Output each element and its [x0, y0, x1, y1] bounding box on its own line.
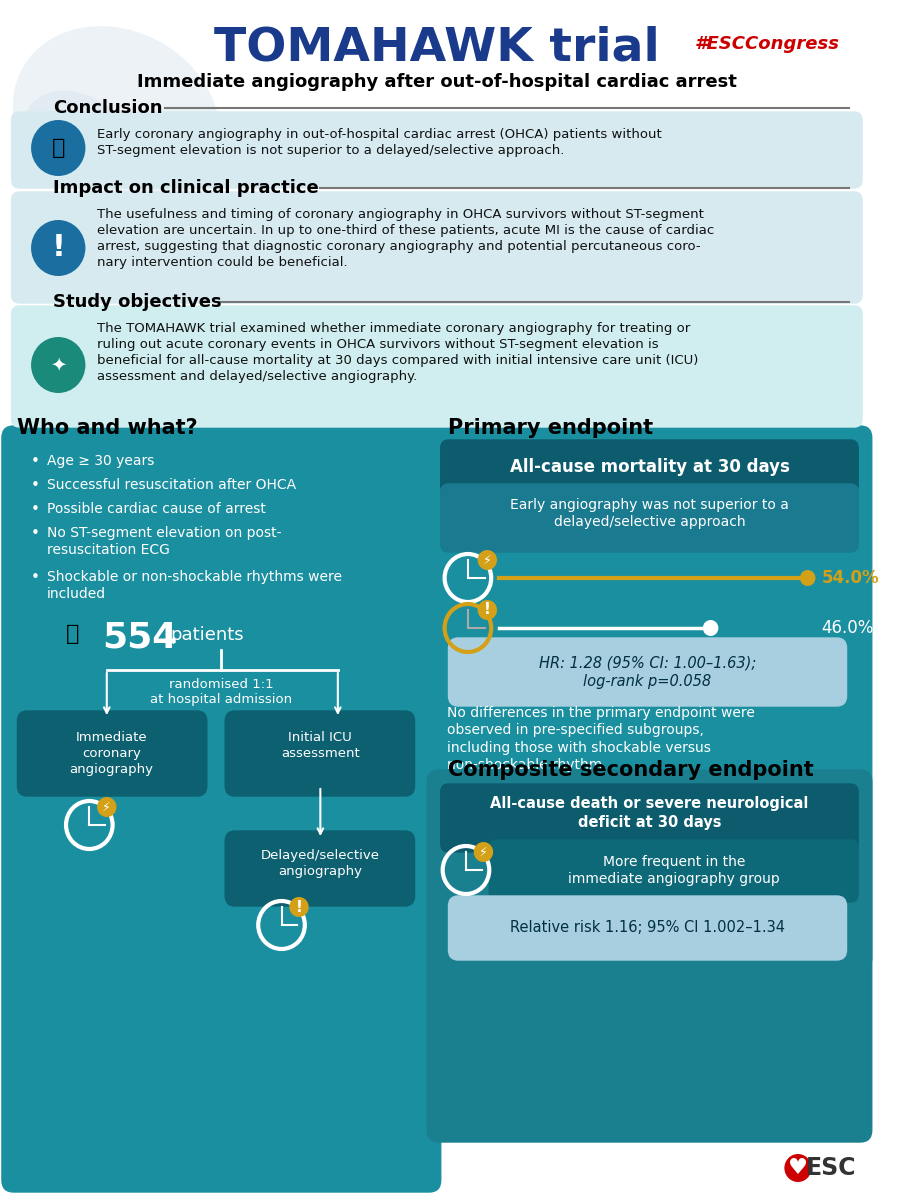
FancyBboxPatch shape [12, 112, 862, 188]
FancyBboxPatch shape [441, 440, 859, 494]
Text: TOMAHAWK trial: TOMAHAWK trial [214, 25, 660, 71]
Text: Impact on clinical practice: Impact on clinical practice [53, 179, 320, 197]
Text: ✦: ✦ [50, 355, 67, 374]
Circle shape [703, 620, 718, 636]
Text: 554: 554 [102, 620, 177, 654]
Text: ⚡: ⚡ [483, 553, 491, 566]
FancyBboxPatch shape [448, 896, 847, 960]
Circle shape [32, 220, 86, 276]
Text: •: • [32, 570, 40, 584]
FancyBboxPatch shape [17, 710, 207, 796]
Text: 👍: 👍 [51, 138, 65, 158]
Circle shape [478, 550, 497, 570]
Text: More frequent in the
immediate angiography group: More frequent in the immediate angiograp… [568, 854, 779, 887]
Circle shape [478, 600, 497, 620]
Text: Initial ICU
assessment: Initial ICU assessment [281, 731, 360, 760]
Text: No ST-segment elevation on post-
resuscitation ECG: No ST-segment elevation on post- resusci… [47, 526, 281, 557]
Text: The TOMAHAWK trial examined whether immediate coronary angiography for treating : The TOMAHAWK trial examined whether imme… [97, 322, 698, 383]
Text: Relative risk 1.16; 95% CI 1.002–1.34: Relative risk 1.16; 95% CI 1.002–1.34 [510, 920, 785, 936]
FancyBboxPatch shape [428, 770, 872, 1142]
Text: Study objectives: Study objectives [53, 293, 222, 311]
Circle shape [32, 120, 86, 176]
Text: ESC: ESC [806, 1156, 856, 1180]
Text: No differences in the primary endpoint were
observed in pre-specified subgroups,: No differences in the primary endpoint w… [446, 706, 754, 772]
Text: Possible cardiac cause of arrest: Possible cardiac cause of arrest [47, 502, 266, 516]
FancyBboxPatch shape [2, 426, 441, 1192]
Text: ⚡: ⚡ [479, 846, 488, 858]
Text: Immediate angiography after out-of-hospital cardiac arrest: Immediate angiography after out-of-hospi… [137, 73, 737, 91]
Text: Who and what?: Who and what? [17, 418, 198, 438]
Text: Composite secondary endpoint: Composite secondary endpoint [448, 760, 814, 780]
Text: !: ! [295, 900, 302, 914]
Text: ♥: ♥ [788, 1158, 808, 1178]
Text: !: ! [51, 234, 65, 263]
FancyBboxPatch shape [225, 830, 415, 906]
Text: •: • [32, 526, 40, 541]
Text: All-cause death or severe neurological
deficit at 30 days: All-cause death or severe neurological d… [491, 796, 808, 829]
FancyBboxPatch shape [12, 306, 862, 427]
Text: ⚡: ⚡ [103, 800, 112, 814]
Circle shape [800, 570, 815, 586]
Text: 👤: 👤 [66, 624, 79, 644]
Text: Early angiography was not superior to a
delayed/selective approach: Early angiography was not superior to a … [510, 498, 789, 529]
Text: HR: 1.28 (95% CI: 1.00–1.63);
log-rank p=0.058: HR: 1.28 (95% CI: 1.00–1.63); log-rank p… [539, 655, 756, 689]
Ellipse shape [22, 91, 132, 190]
FancyBboxPatch shape [490, 840, 859, 902]
Circle shape [473, 842, 493, 862]
Text: Successful resuscitation after OHCA: Successful resuscitation after OHCA [47, 478, 296, 492]
Text: randomised 1:1
at hospital admission: randomised 1:1 at hospital admission [150, 678, 292, 707]
Text: Age ≥ 30 years: Age ≥ 30 years [47, 454, 154, 468]
Circle shape [289, 898, 309, 917]
Text: !: ! [484, 602, 491, 618]
Text: •: • [32, 478, 40, 493]
FancyBboxPatch shape [441, 784, 859, 852]
FancyBboxPatch shape [225, 710, 415, 796]
Text: The usefulness and timing of coronary angiography in OHCA survivors without ST-s: The usefulness and timing of coronary an… [97, 208, 715, 269]
FancyBboxPatch shape [448, 638, 847, 706]
FancyBboxPatch shape [428, 426, 872, 970]
Text: 46.0%: 46.0% [822, 619, 874, 637]
FancyBboxPatch shape [441, 484, 859, 552]
Text: 54.0%: 54.0% [822, 569, 879, 587]
Text: Shockable or non-shockable rhythms were
included: Shockable or non-shockable rhythms were … [47, 570, 342, 601]
Text: Early coronary angiography in out-of-hospital cardiac arrest (OHCA) patients wit: Early coronary angiography in out-of-hos… [97, 128, 662, 157]
Ellipse shape [13, 26, 220, 214]
Text: All-cause mortality at 30 days: All-cause mortality at 30 days [509, 458, 789, 476]
Text: •: • [32, 454, 40, 469]
Text: Primary endpoint: Primary endpoint [448, 418, 653, 438]
Text: Conclusion: Conclusion [53, 98, 163, 116]
Text: •: • [32, 502, 40, 517]
Text: Delayed/selective
angiography: Delayed/selective angiography [261, 850, 380, 878]
Circle shape [97, 797, 116, 817]
FancyBboxPatch shape [12, 192, 862, 302]
Text: Immediate
coronary
angiography: Immediate coronary angiography [69, 731, 154, 776]
Circle shape [32, 337, 86, 392]
Text: patients: patients [170, 626, 244, 644]
FancyBboxPatch shape [0, 0, 880, 1200]
Text: #ESCCongress: #ESCCongress [695, 35, 840, 53]
Circle shape [785, 1154, 812, 1182]
